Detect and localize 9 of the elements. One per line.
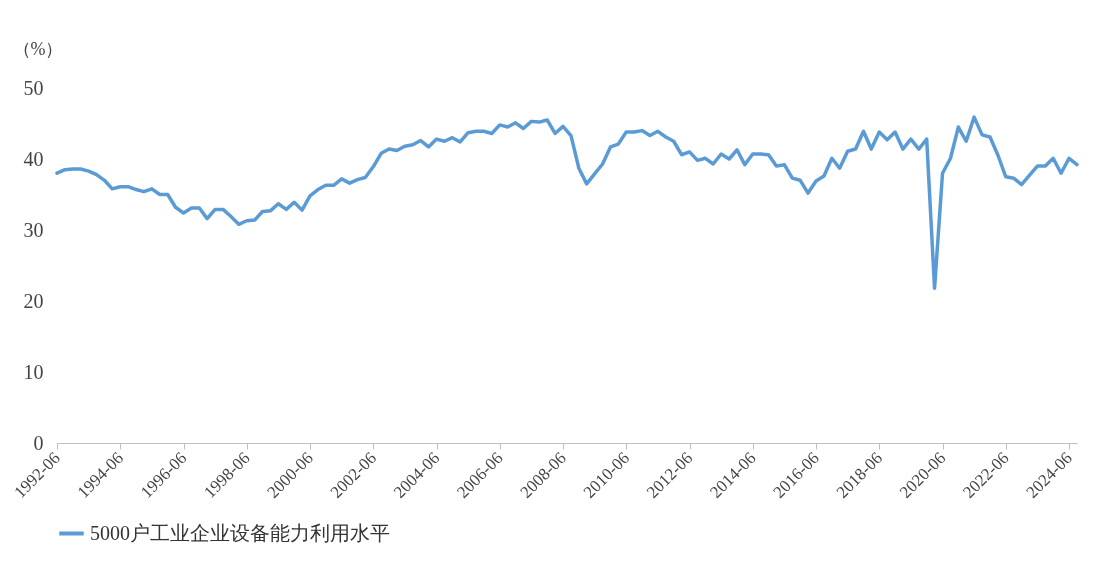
line-series (55, 115, 1079, 290)
legend-label: 5000户工业企业设备能力利用水平 (90, 521, 390, 544)
y-tick-label: 0 (33, 431, 44, 454)
y-tick-label: 30 (23, 218, 44, 241)
y-axis-title: （%） (12, 38, 64, 59)
y-tick-label: 10 (23, 360, 44, 383)
y-tick-label: 20 (23, 289, 44, 312)
y-tick-label: 50 (23, 76, 44, 99)
y-tick-label: 40 (23, 147, 44, 170)
